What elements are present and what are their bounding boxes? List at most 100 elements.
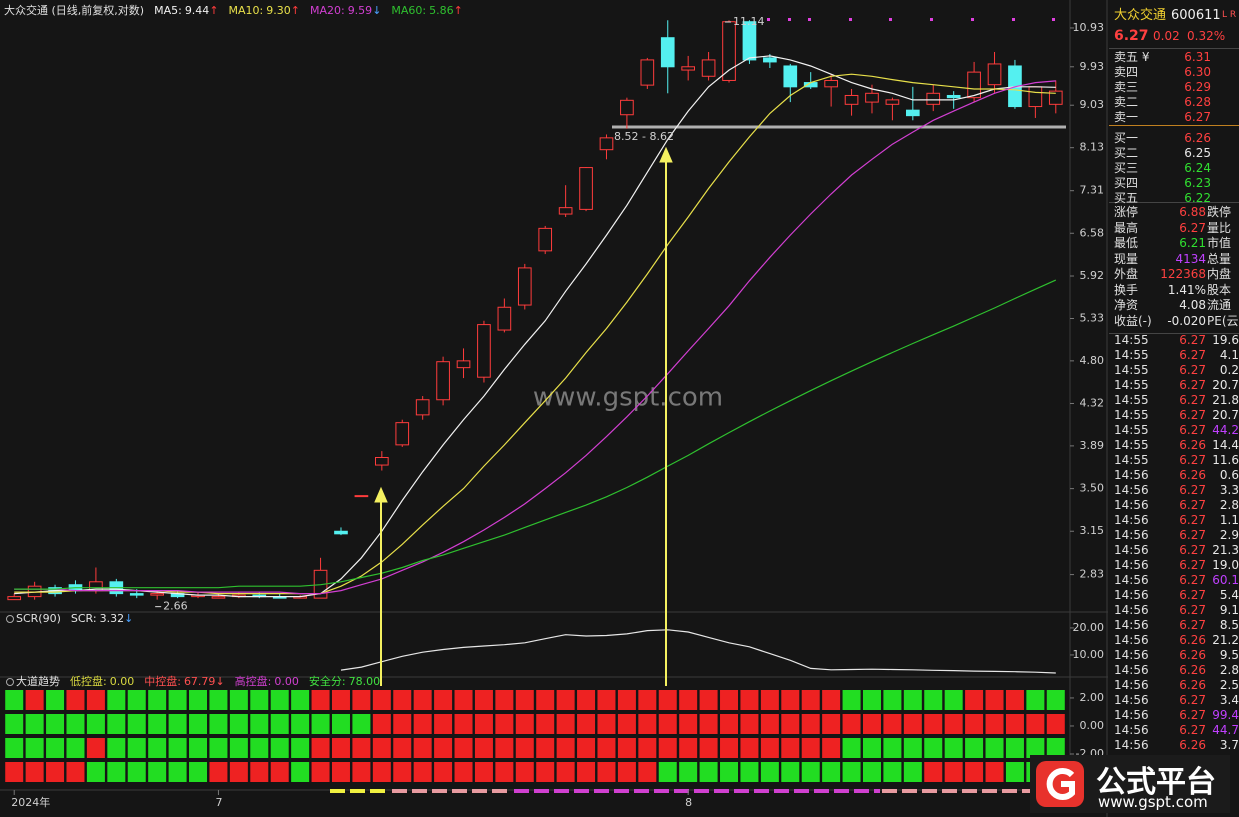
tick-time: 14:56: [1114, 693, 1149, 707]
book-price: 6.23: [1184, 176, 1211, 190]
signal-cell: [454, 762, 473, 782]
signal-cell: [862, 762, 881, 782]
signal-cell: [924, 714, 943, 734]
signal-cell: [1046, 714, 1065, 734]
signal-cell: [577, 738, 596, 758]
tick-volume: 5.4: [1219, 588, 1239, 602]
candle-body: [865, 92, 879, 103]
signal-cell: [883, 762, 902, 782]
signal-cell: [25, 762, 44, 782]
signal-cell: [352, 714, 371, 734]
tick-price: 6.27: [1179, 483, 1206, 497]
book-label: 卖三: [1114, 80, 1139, 94]
indicator-line: [340, 629, 1056, 674]
signal-cell: [597, 714, 616, 734]
signal-cell: [1005, 762, 1024, 782]
y-tick-label: 5.33: [1080, 311, 1105, 324]
signal-cell: [1026, 714, 1045, 734]
last-price: 6.27: [1114, 28, 1149, 44]
signal-cell: [699, 714, 718, 734]
ma-line: [14, 80, 1056, 595]
candle-body: [599, 137, 614, 151]
signal-cell: [740, 762, 759, 782]
marker: [930, 18, 933, 21]
stat-label: 外盘: [1114, 267, 1139, 281]
signal-cell: [46, 690, 65, 710]
tick-time: 14:56: [1114, 633, 1149, 647]
candle-body: [620, 99, 634, 116]
signal-cell: [842, 690, 861, 710]
stat-label: 最高: [1114, 220, 1139, 235]
signal-cell: [291, 690, 310, 710]
marker: [849, 18, 852, 21]
signal-cell: [454, 690, 473, 710]
book-price: 6.22: [1184, 191, 1211, 205]
book-label: 买三: [1114, 161, 1139, 175]
signal-cell: [862, 738, 881, 758]
signal-cell: [842, 738, 861, 758]
signal-cell: [372, 762, 391, 782]
tick-time: 14:56: [1114, 663, 1149, 677]
signal-cell: [413, 762, 432, 782]
y-tick-label: 10.00: [1073, 648, 1105, 661]
tick-price: 6.27: [1179, 708, 1206, 722]
legend-name: SCR:: [71, 612, 97, 625]
stock-code: 600611: [1171, 8, 1221, 23]
legend-value: 0.00: [110, 675, 135, 688]
legend-name: 高控盘:: [235, 674, 272, 688]
signal-cell: [638, 738, 657, 758]
tick-price: 6.27: [1179, 528, 1206, 542]
tick-price: 6.27: [1179, 378, 1206, 392]
legend-value: 78.00: [349, 675, 381, 688]
signal-cell: [270, 738, 289, 758]
candle-body: [742, 21, 757, 61]
candle-body: [640, 59, 655, 86]
candle-body: [477, 324, 491, 378]
arrow-head: [374, 486, 388, 503]
signal-cell: [658, 738, 677, 758]
signal-cell: [781, 690, 800, 710]
signal-cell: [801, 762, 820, 782]
signal-cell: [413, 690, 432, 710]
signal-cell: [352, 762, 371, 782]
signal-cell: [822, 762, 841, 782]
y-tick-label: 20.00: [1073, 621, 1105, 634]
tick-price: 6.27: [1179, 408, 1206, 422]
signal-cell: [454, 738, 473, 758]
candle-body: [374, 456, 389, 466]
signal-cell: [924, 690, 943, 710]
signal-cell: [5, 690, 24, 710]
tick-time: 14:55: [1114, 423, 1149, 437]
signal-cell: [883, 738, 902, 758]
signal-cell: [536, 738, 555, 758]
annotation: 8.52 - 8.62: [614, 130, 674, 143]
panel-icon: [6, 615, 14, 623]
tick-volume: 60.1: [1212, 573, 1239, 587]
signal-cell: [209, 690, 228, 710]
signal-cell: [229, 762, 248, 782]
tick-price: 6.27: [1179, 348, 1206, 362]
legend-name: MA20:: [310, 4, 345, 17]
signal-cell: [1046, 690, 1065, 710]
tick-price: 6.26: [1179, 468, 1206, 482]
signal-cell: [515, 738, 534, 758]
tick-price: 6.27: [1179, 393, 1206, 407]
legend-value: 9.30: [266, 4, 291, 17]
y-tick-label: 2.83: [1080, 568, 1105, 581]
signal-cell: [270, 714, 289, 734]
tick-volume: 19.0: [1212, 558, 1239, 572]
candle-body: [579, 167, 593, 210]
x-tick-label: 2024年: [11, 795, 50, 809]
book-label: 买一: [1114, 131, 1139, 145]
signal-cell: [434, 690, 453, 710]
tick-volume: 21.8: [1212, 393, 1239, 407]
tick-time: 14:55: [1114, 408, 1149, 422]
signal-cell: [495, 690, 514, 710]
signal-cell: [413, 738, 432, 758]
signal-cell: [352, 690, 371, 710]
signal-cell: [985, 738, 1004, 758]
signal-cell: [965, 738, 984, 758]
signal-cell: [638, 714, 657, 734]
book-label: 卖一: [1114, 110, 1139, 124]
tick-time: 14:56: [1114, 678, 1149, 692]
